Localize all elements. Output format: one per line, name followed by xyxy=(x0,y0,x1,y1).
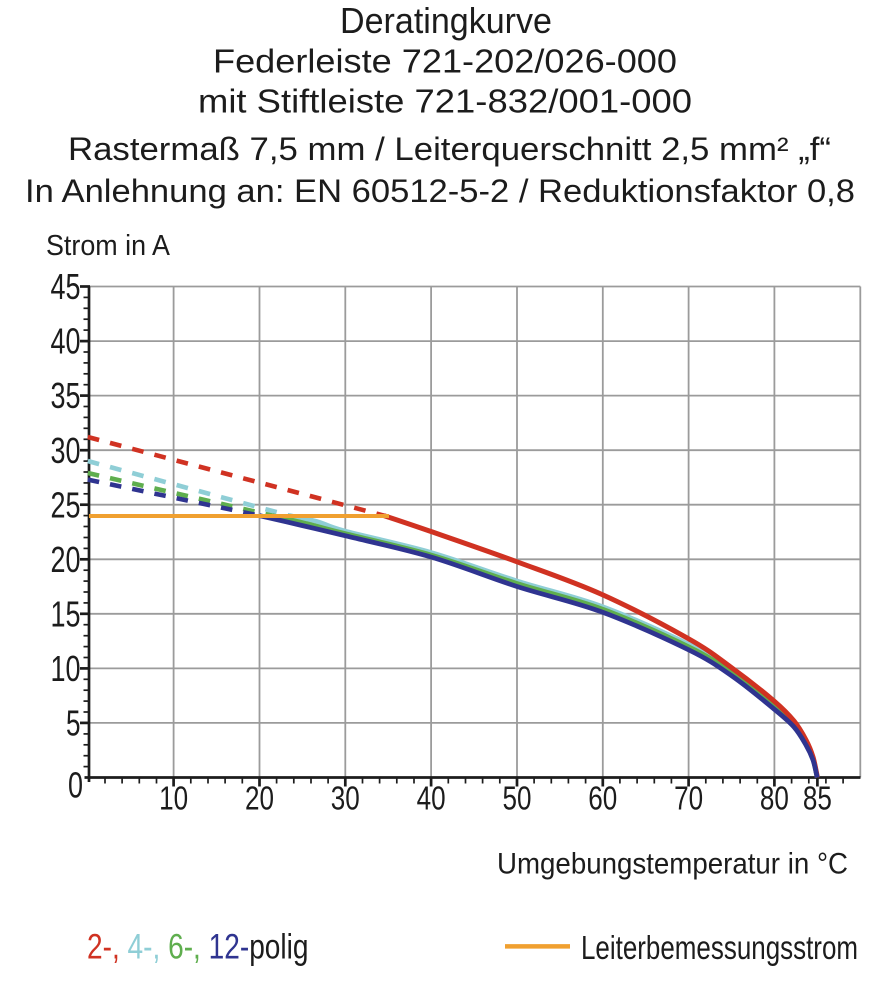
svg-text:10: 10 xyxy=(159,780,188,817)
svg-text:70: 70 xyxy=(674,780,703,817)
svg-text:40: 40 xyxy=(51,321,81,362)
svg-text:5: 5 xyxy=(66,703,81,744)
svg-text:10: 10 xyxy=(51,648,81,689)
svg-text:20: 20 xyxy=(51,539,81,580)
svg-text:25: 25 xyxy=(51,484,81,525)
svg-text:30: 30 xyxy=(331,780,360,817)
svg-text:60: 60 xyxy=(588,780,617,817)
svg-text:35: 35 xyxy=(51,375,81,416)
svg-text:Deratingkurve: Deratingkurve xyxy=(340,0,552,41)
svg-text:Rastermaß 7,5 mm / Leiterquers: Rastermaß 7,5 mm / Leiterquerschnitt 2,5… xyxy=(68,131,831,167)
svg-text:30: 30 xyxy=(51,430,81,471)
svg-text:Umgebungstemperatur in °C: Umgebungstemperatur in °C xyxy=(497,848,848,881)
svg-text:50: 50 xyxy=(503,780,532,817)
svg-text:2-, 4-, 6-, 12-polig: 2-, 4-, 6-, 12-polig xyxy=(87,928,309,967)
svg-text:20: 20 xyxy=(245,780,274,817)
svg-text:Strom in A: Strom in A xyxy=(46,230,171,262)
svg-text:mit Stiftleiste 721-832/001-00: mit Stiftleiste 721-832/001-000 xyxy=(198,83,692,120)
svg-text:85: 85 xyxy=(803,780,832,817)
svg-text:15: 15 xyxy=(51,593,81,634)
svg-text:Leiterbemessungsstrom: Leiterbemessungsstrom xyxy=(581,929,858,966)
svg-text:80: 80 xyxy=(760,780,789,817)
svg-text:45: 45 xyxy=(51,266,81,307)
svg-text:In Anlehnung an: EN 60512-5-2: In Anlehnung an: EN 60512-5-2 / Reduktio… xyxy=(25,173,855,209)
svg-text:0: 0 xyxy=(68,765,83,806)
svg-text:Federleiste 721-202/026-000: Federleiste 721-202/026-000 xyxy=(213,42,677,79)
svg-text:40: 40 xyxy=(417,780,446,817)
